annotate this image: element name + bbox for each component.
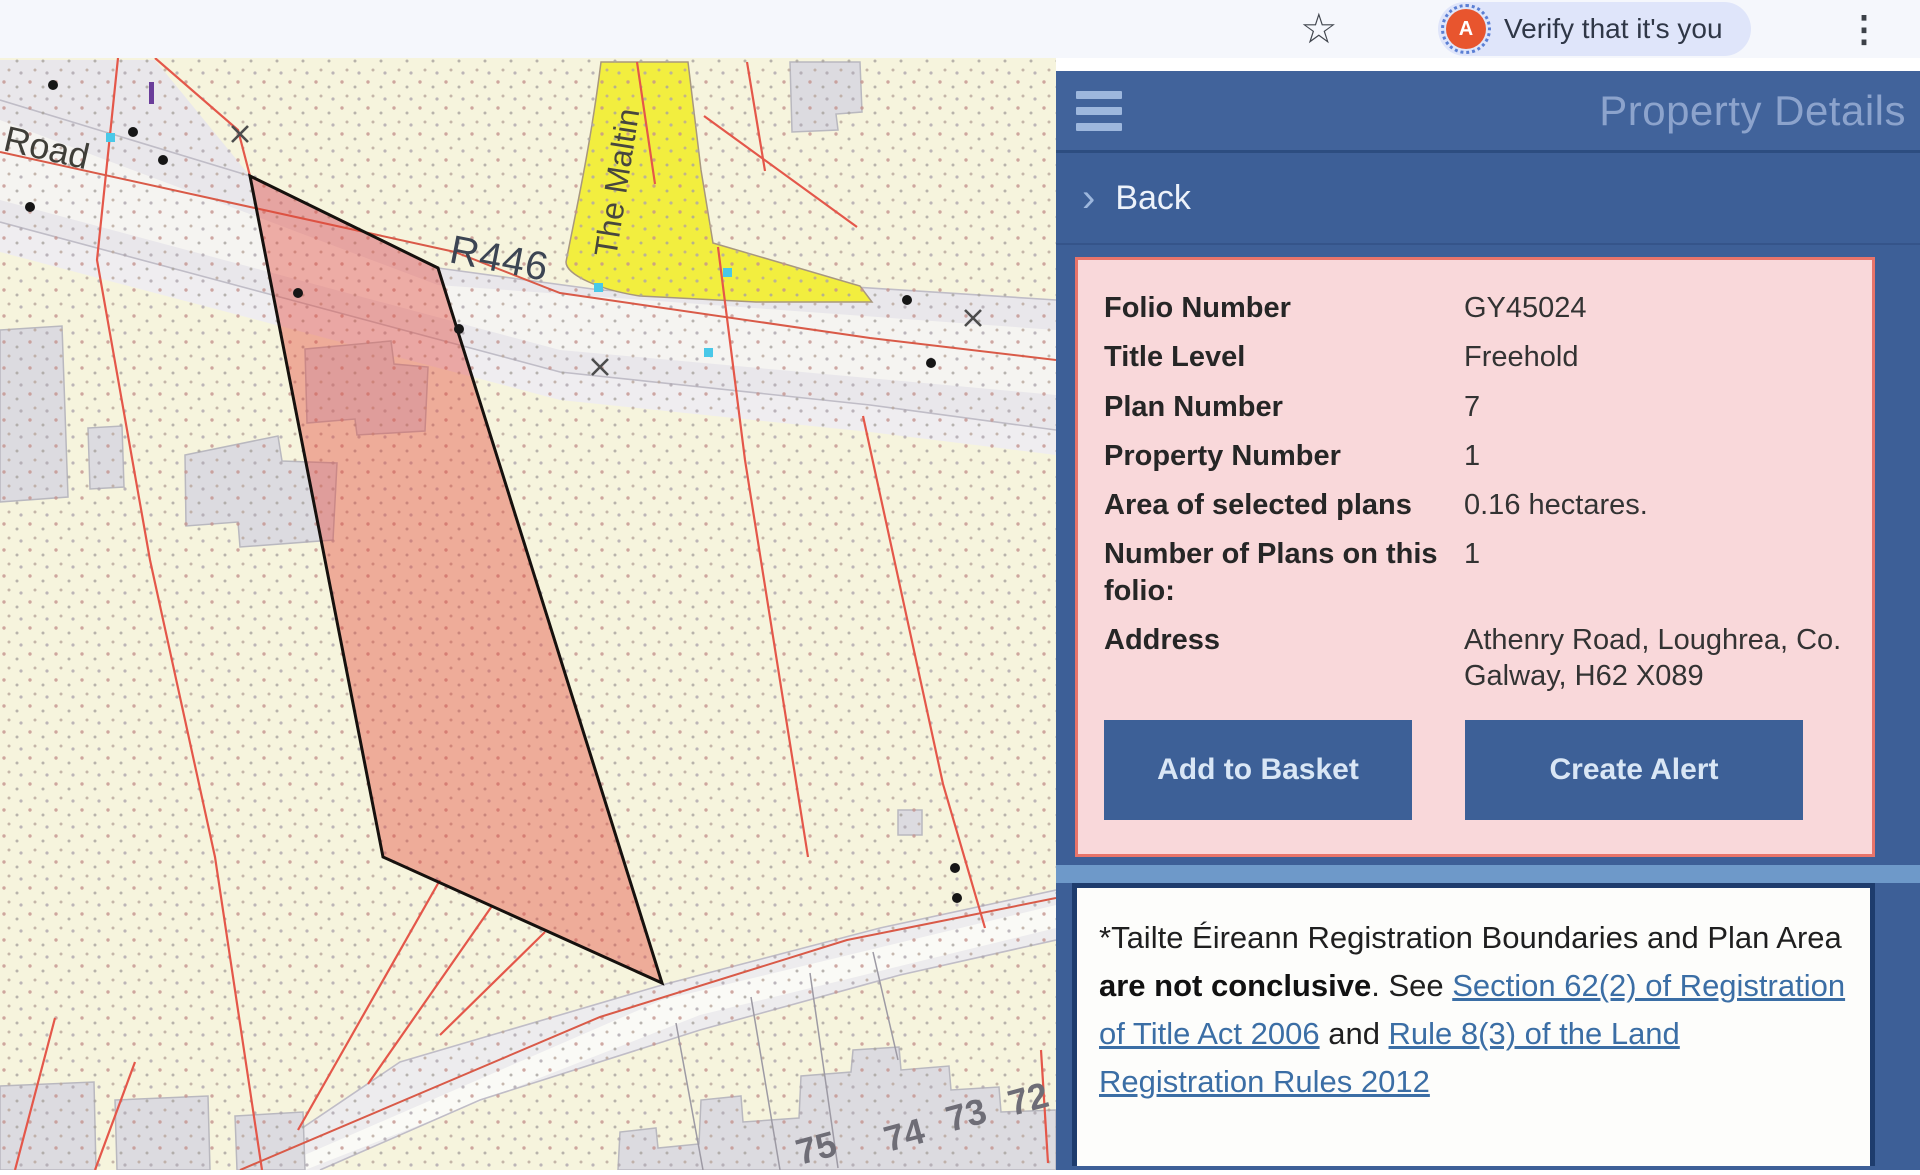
detail-row-folio-number: Folio Number GY45024: [1104, 290, 1854, 326]
disclaimer-bold: are not conclusive: [1099, 968, 1372, 1004]
detail-label: Property Number: [1104, 439, 1341, 472]
details-actions: Add to Basket Create Alert: [1104, 720, 1854, 821]
avatar: A: [1441, 4, 1491, 54]
map-viewport[interactable]: Road R446 The Maltin 75 74 73 72: [0, 57, 1057, 1173]
detail-row-address: Address Athenry Road, Loughrea, Co. Galw…: [1104, 622, 1854, 695]
panel-divider-strip: [1056, 865, 1920, 884]
create-alert-button[interactable]: Create Alert: [1465, 720, 1803, 821]
browser-toolbar: ☆ A Verify that it's you ⋮: [0, 0, 1920, 59]
boundaries-disclaimer: *Tailte Éireann Registration Boundaries …: [1072, 883, 1875, 1167]
survey-marks: [25, 80, 982, 903]
detail-value: GY45024: [1464, 292, 1587, 324]
back-button[interactable]: › Back: [1056, 153, 1920, 245]
detail-value: 7: [1464, 390, 1481, 423]
detail-value: Freehold: [1464, 341, 1579, 374]
panel-top-strip: [1056, 58, 1920, 71]
detail-row-title-level: Title Level Freehold: [1104, 339, 1854, 375]
panel-header: Property Details: [1056, 71, 1920, 153]
detail-row-plan-number: Plan Number 7: [1104, 389, 1854, 425]
selected-parcel-polygon[interactable]: [247, 173, 665, 986]
detail-value: 1: [1464, 439, 1481, 472]
land-registry-map: Road R446 The Maltin 75 74 73 72: [0, 57, 1057, 1173]
detail-value: 0.16 hectares.: [1464, 489, 1648, 521]
detail-label: Plan Number: [1104, 390, 1283, 423]
detail-label: Area of selected plans: [1104, 489, 1412, 521]
plot-divider-lines: [675, 951, 899, 1171]
detail-row-property-number: Property Number 1: [1104, 438, 1854, 474]
profile-verify-chip[interactable]: A Verify that it's you: [1438, 2, 1751, 56]
disclaimer-text: . See: [1371, 968, 1453, 1004]
detail-label: Number of Plans on this folio:: [1104, 538, 1438, 607]
disclaimer-text: *Tailte Éireann Registration Boundaries …: [1099, 920, 1842, 956]
detail-row-area: Area of selected plans 0.16 hectares.: [1104, 487, 1854, 523]
panel-title: Property Details: [1599, 86, 1906, 134]
bookmark-star-icon[interactable]: ☆: [1300, 5, 1338, 52]
detail-value: 1: [1464, 538, 1481, 571]
back-label: Back: [1115, 178, 1191, 217]
profile-chip-label: Verify that it's you: [1504, 13, 1723, 44]
detail-label: Address: [1104, 623, 1221, 656]
link-section-62[interactable]: Section 62(2) of Registration of Title A…: [1099, 968, 1846, 1052]
property-details-panel: Property Details › Back Folio Number GY4…: [1056, 58, 1920, 1170]
chevron-right-icon: ›: [1082, 176, 1096, 220]
disclaimer-text: and: [1319, 1016, 1389, 1052]
detail-value: Athenry Road, Loughrea, Co. Galway, H62 …: [1464, 623, 1842, 692]
menu-hamburger-icon[interactable]: [1076, 90, 1122, 131]
detail-row-plan-count: Number of Plans on this folio: 1: [1104, 536, 1854, 609]
add-to-basket-button[interactable]: Add to Basket: [1104, 720, 1412, 821]
browser-menu-icon[interactable]: ⋮: [1846, 8, 1882, 49]
link-rule-8[interactable]: Rule 8(3) of the Land Registration Rules…: [1099, 1016, 1680, 1100]
property-details-card: Folio Number GY45024 Title Level Freehol…: [1075, 257, 1875, 858]
road-centerlines: [0, 151, 1057, 1171]
detail-label: Title Level: [1104, 341, 1246, 374]
detail-label: Folio Number: [1104, 292, 1291, 324]
